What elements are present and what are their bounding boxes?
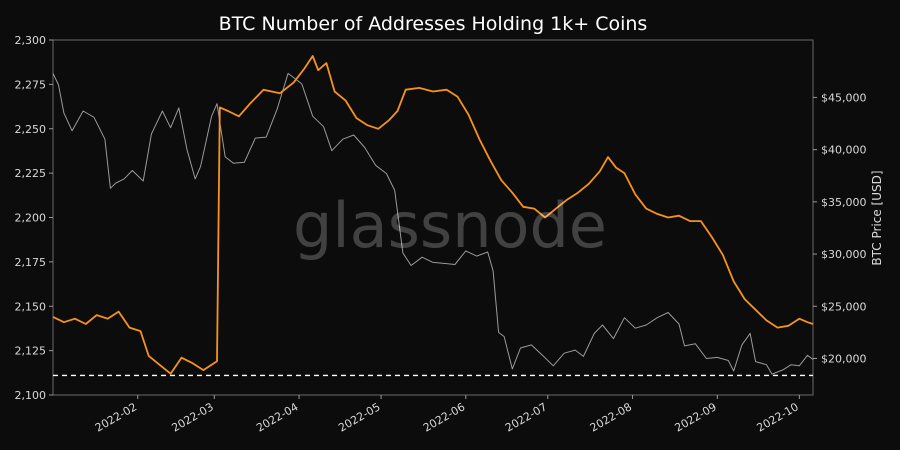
watermark: glassnode	[293, 189, 607, 262]
addresses-1k-plus-line	[52, 55, 814, 375]
right-axis-tick-label: $30,000	[821, 248, 867, 261]
left-axis-tick-label: 2,175	[15, 256, 47, 269]
right-axis-tick-label: $45,000	[821, 91, 867, 104]
right-axis-tick-label: $35,000	[821, 196, 867, 209]
btc-price-line	[52, 72, 814, 375]
left-axis-tick-label: 2,100	[15, 389, 47, 402]
left-axis-tick-label: 2,150	[15, 300, 47, 313]
right-axis-tick-label: $40,000	[821, 144, 867, 157]
chart-title: BTC Number of Addresses Holding 1k+ Coin…	[219, 13, 648, 35]
left-axis-tick-label: 2,225	[15, 167, 47, 180]
right-axis-tick-label: $20,000	[821, 352, 867, 365]
left-axis-tick-label: 2,200	[15, 212, 47, 225]
left-axis-tick-label: 2,275	[15, 78, 47, 91]
right-axis-tick-label: $25,000	[821, 300, 867, 313]
left-axis-tick-label: 2,300	[15, 34, 47, 47]
right-axis-label: BTC Price [USD]	[870, 170, 884, 265]
left-axis-tick-label: 2,125	[15, 345, 47, 358]
left-axis-tick-label: 2,250	[15, 123, 47, 136]
